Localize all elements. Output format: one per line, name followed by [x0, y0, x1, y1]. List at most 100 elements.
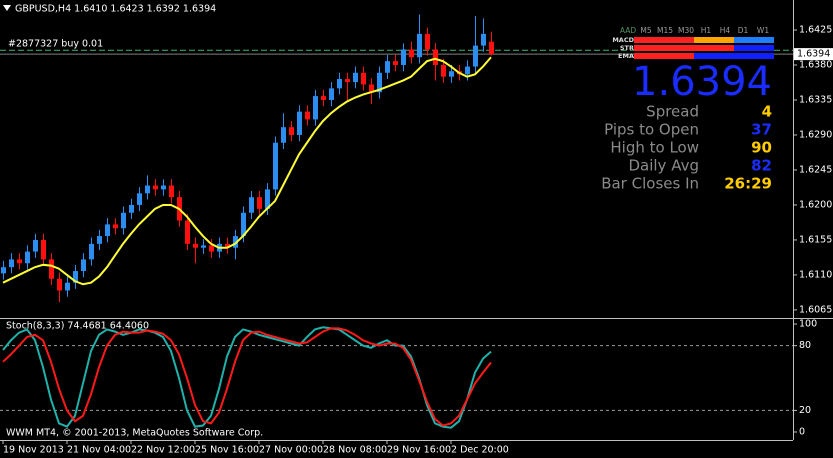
- signal-cell: [734, 45, 754, 51]
- candle-body: [153, 185, 158, 190]
- signal-cell: [654, 53, 674, 59]
- info-value: 26:29: [724, 175, 772, 193]
- y-tick-label: 1.6425: [799, 25, 832, 36]
- info-label: Pips to Open: [604, 121, 699, 139]
- candle-body: [273, 142, 278, 190]
- info-value: 4: [762, 103, 772, 121]
- current-price: 1.6394: [632, 59, 772, 105]
- candle-body: [89, 243, 94, 260]
- info-label: Spread: [646, 103, 699, 121]
- candle-body: [145, 185, 150, 194]
- candle-body: [377, 72, 382, 93]
- price-box: [794, 48, 833, 61]
- row-label: EMA: [618, 52, 634, 60]
- candle-body: [329, 88, 334, 100]
- candle-body: [105, 224, 110, 237]
- candle-body: [369, 84, 374, 93]
- y-tick-label: 1.6065: [799, 304, 832, 315]
- x-tick-label: 2 Dec 20:00: [451, 445, 509, 456]
- candle-body: [305, 111, 310, 120]
- candle-body: [441, 64, 446, 77]
- candle-body: [33, 239, 38, 252]
- stoch-line: [2, 326, 492, 429]
- candle-body: [169, 185, 174, 198]
- candle-body: [385, 61, 390, 73]
- y-tick-label: 1.6200: [799, 199, 832, 210]
- candle-body: [209, 245, 214, 252]
- candle-body: [425, 33, 430, 50]
- chart-title: GBPUSD,H4 1.6410 1.6423 1.6392 1.6394: [15, 4, 216, 15]
- order-label: #2877327 buy 0.01: [8, 39, 103, 50]
- signal-cell: [674, 37, 694, 43]
- candle-body: [57, 278, 62, 291]
- y-tick-label: 1.6380: [799, 59, 832, 70]
- candle-body: [265, 189, 270, 209]
- x-tick-label: 19 Nov 2013: [3, 445, 64, 456]
- x-tick-label: 25 Nov 16:00: [195, 445, 259, 456]
- candle-body: [233, 236, 238, 248]
- signal-cell: [654, 45, 674, 51]
- candle-body: [361, 72, 366, 85]
- candle-body: [489, 41, 494, 55]
- x-tick-label: 21 Nov 04:00: [67, 445, 131, 456]
- candle-body: [449, 71, 454, 77]
- candle-body: [65, 282, 70, 291]
- column-header: H4: [720, 26, 731, 35]
- x-tick-label: 29 Nov 16:00: [387, 445, 451, 456]
- candle-body: [9, 259, 14, 268]
- candle-body: [393, 61, 398, 65]
- y-tick-label: 0: [799, 427, 805, 438]
- column-header: M5: [640, 26, 651, 35]
- signal-cell: [694, 53, 714, 59]
- candle-body: [41, 239, 46, 260]
- candle-body: [257, 197, 262, 209]
- signal-cell: [694, 45, 714, 51]
- candle-body: [289, 127, 294, 135]
- candle-body: [281, 127, 286, 143]
- x-tick-label: 28 Nov 08:00: [323, 445, 387, 456]
- candle-body: [337, 78, 342, 89]
- info-value: 37: [751, 121, 772, 139]
- candle-body: [25, 251, 30, 264]
- candle-body: [401, 49, 406, 65]
- menu-triangle: [3, 5, 11, 11]
- candle-body: [417, 33, 422, 58]
- candle-body: [465, 66, 470, 75]
- candle-body: [1, 267, 6, 274]
- candle-body: [97, 236, 102, 244]
- candle-body: [121, 212, 126, 229]
- signal-cell: [714, 37, 734, 43]
- candle-body: [241, 212, 246, 237]
- y-tick-label: 1.6335: [799, 94, 832, 105]
- signal-cell: [754, 53, 774, 59]
- signal-cell: [674, 45, 694, 51]
- signal-cell: [634, 53, 654, 59]
- y-tick-label: 100: [799, 319, 817, 330]
- candle-body: [201, 245, 206, 248]
- row-label: MACD: [612, 36, 634, 44]
- column-header: W1: [757, 26, 769, 35]
- stoch-title: Stoch(8,3,3) 74.4681 64.4060: [6, 321, 149, 332]
- x-tick-label: 22 Nov 12:00: [131, 445, 195, 456]
- moving-average: [2, 56, 492, 286]
- y-tick-label: 20: [799, 405, 811, 416]
- candle-body: [113, 224, 118, 229]
- stoch-line: [2, 327, 492, 427]
- column-header: D1: [738, 26, 749, 35]
- signal-cell: [714, 45, 734, 51]
- signal-cell: [754, 37, 774, 43]
- price-box-label: 1.6394: [797, 49, 830, 60]
- column-header: M15: [657, 26, 673, 35]
- column-header: H1: [701, 26, 712, 35]
- candle-body: [49, 259, 54, 279]
- column-header: M30: [678, 26, 694, 35]
- x-tick-label: 27 Nov 00:00: [259, 445, 323, 456]
- candle-body: [345, 78, 350, 83]
- candle-body: [137, 193, 142, 205]
- y-tick-label: 1.6155: [799, 234, 832, 245]
- candle-body: [193, 243, 198, 248]
- candle-body: [185, 220, 190, 244]
- candle-body: [297, 111, 302, 135]
- candle-body: [353, 72, 358, 83]
